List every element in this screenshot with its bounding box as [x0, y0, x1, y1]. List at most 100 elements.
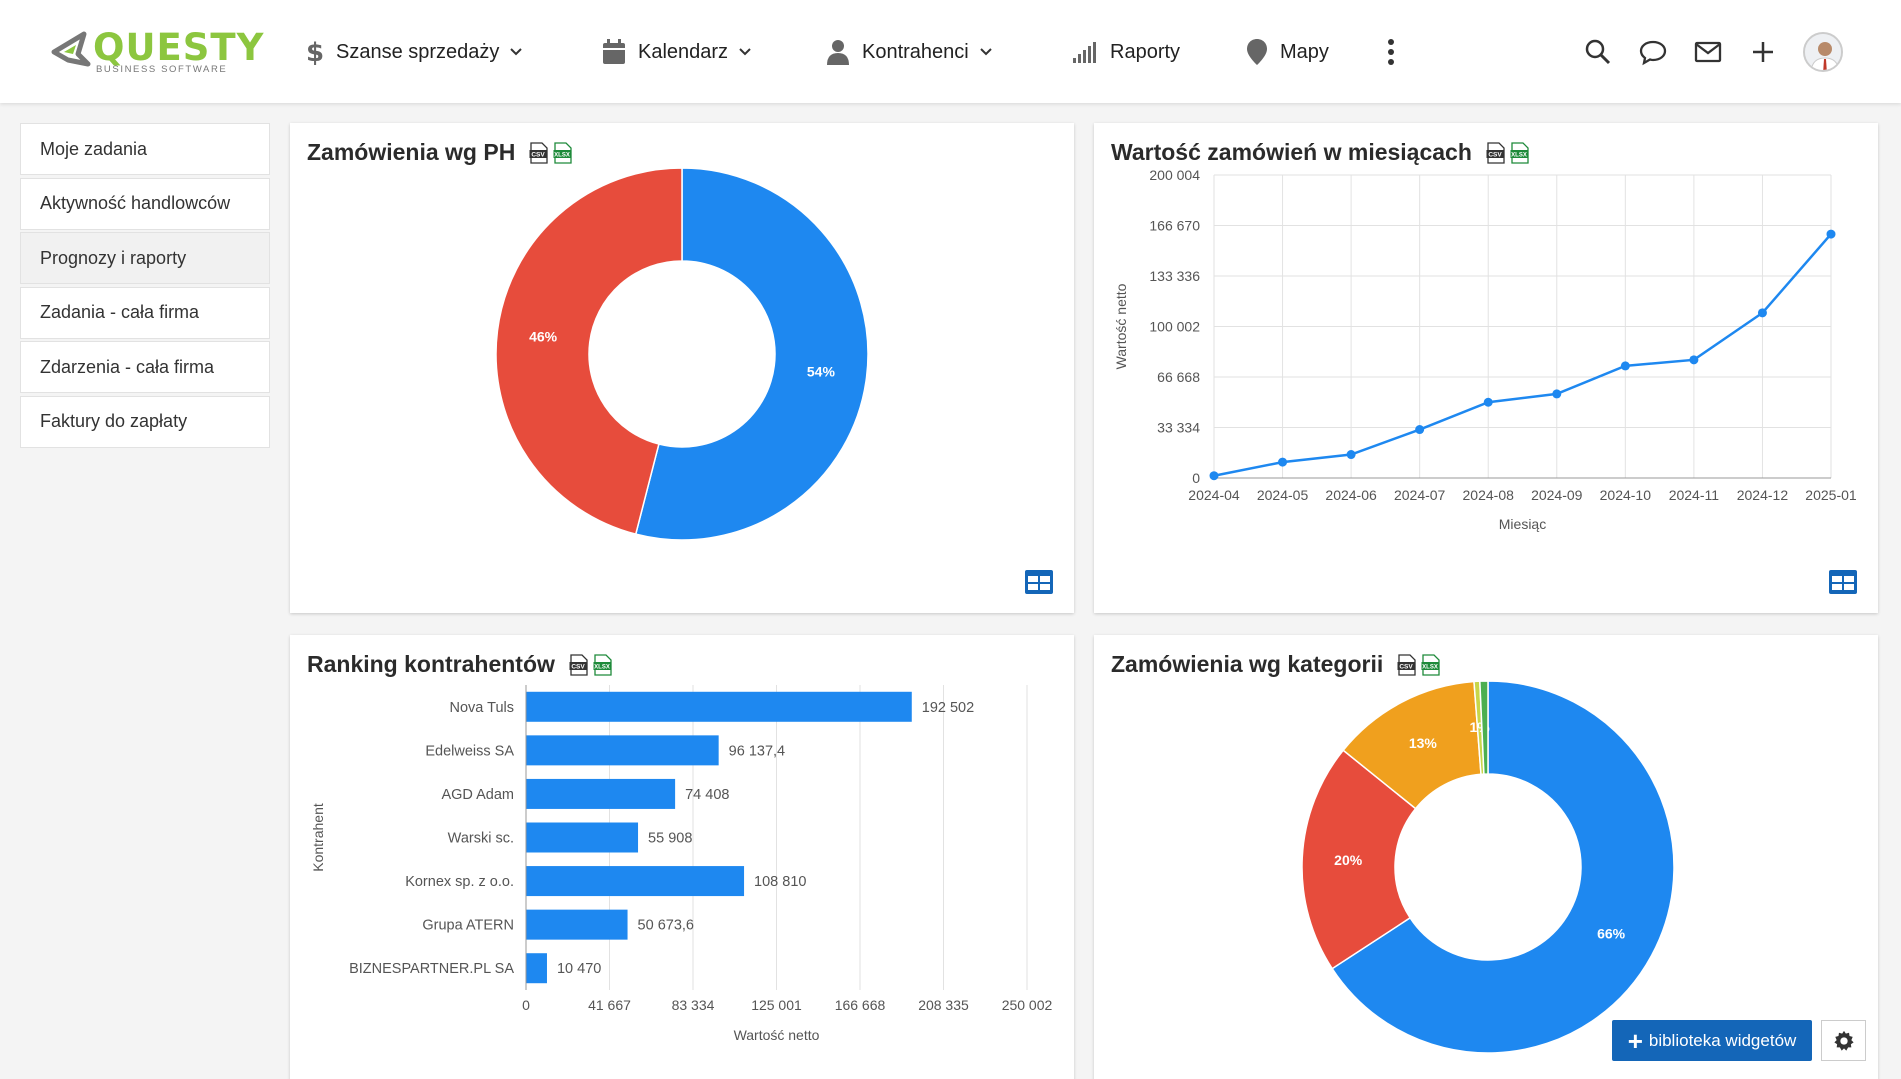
x-tick-label: 208 335: [918, 997, 969, 1013]
sidebar-item-zdarzenia-cala-firma[interactable]: Zdarzenia - cała firma: [20, 341, 270, 393]
y-tick-label: AGD Adam: [441, 787, 514, 803]
widget-zamowienia-wg-ph: Zamówienia wg PH CSV XLSX 54% 46%: [290, 123, 1074, 613]
widget-title: Ranking kontrahentów: [307, 651, 555, 677]
search-icon[interactable]: [1584, 38, 1612, 66]
xlsx-export-icon[interactable]: XLSX: [553, 141, 573, 164]
pie-slice: [1301, 749, 1417, 970]
svg-text:CSV: CSV: [1488, 151, 1502, 158]
pie-slice: [634, 167, 869, 541]
y-tick-label: 200 004: [1149, 167, 1200, 183]
sidebar-item-label: Prognozy i raporty: [40, 247, 187, 268]
nav-raporty[interactable]: Raporty: [1072, 34, 1180, 70]
widget-title-row: Zamówienia wg kategorii CSV XLSX: [1111, 651, 1441, 678]
bar-value-label: 50 673,6: [638, 918, 694, 934]
widget-title-row: Ranking kontrahentów CSV XLSX: [307, 651, 613, 678]
widget-library-button[interactable]: + biblioteka widgetów: [1612, 1020, 1812, 1061]
csv-export-icon[interactable]: CSV: [529, 141, 549, 164]
data-point: [1278, 457, 1288, 467]
data-point: [1346, 450, 1356, 460]
table-view-icon[interactable]: [1025, 570, 1053, 594]
bar-value-label: 108 810: [754, 874, 806, 890]
csv-export-icon[interactable]: CSV: [1486, 141, 1506, 164]
bar: [526, 953, 547, 984]
nav-kalendarz[interactable]: Kalendarz: [602, 34, 752, 70]
csv-export-icon[interactable]: CSV: [569, 653, 589, 676]
sidebar-item-label: Faktury do zapłaty: [40, 411, 188, 431]
pie-slice: [1479, 680, 1489, 775]
user-photo-icon: [1805, 34, 1841, 70]
y-axis-label: Kontrahent: [310, 803, 326, 872]
person-icon: [827, 40, 849, 65]
sidebar-item-moje-zadania[interactable]: Moje zadania: [20, 123, 270, 175]
ranking-bar-chart: 0 41 667 83 334 125 001 166 668 208 335 250 00…: [310, 685, 1053, 1043]
svg-text:XLSX: XLSX: [1422, 664, 1438, 670]
bar: [526, 866, 745, 897]
y-tick-label: 166 670: [1149, 218, 1200, 234]
x-tick-label: 2024-04: [1188, 487, 1240, 503]
csv-export-icon[interactable]: CSV: [1397, 653, 1417, 676]
widget-library-label: biblioteka widgetów: [1648, 1030, 1797, 1050]
chevron-down-icon: [510, 48, 523, 56]
widget-title-row: Zamówienia wg PH CSV XLSX: [307, 139, 573, 166]
x-tick-label: 250 002: [1002, 997, 1053, 1013]
sidebar-item-label: Moje zadania: [40, 138, 148, 159]
sidebar-item-faktury-do-zaplaty[interactable]: Faktury do zapłaty: [20, 395, 270, 448]
x-tick-label: 83 334: [672, 997, 715, 1013]
chevron-down-icon: [980, 48, 992, 56]
xlsx-export-icon[interactable]: XLSX: [1510, 141, 1530, 164]
nav-label: Kalendarz: [638, 40, 729, 63]
x-tick-label: 41 667: [588, 997, 631, 1013]
svg-text:CSV: CSV: [571, 663, 585, 670]
plus-icon[interactable]: [1749, 38, 1777, 66]
mail-icon[interactable]: [1694, 38, 1722, 66]
sidebar: Moje zadania Aktywność handlowców Progno…: [20, 123, 270, 450]
settings-button[interactable]: [1821, 1020, 1866, 1061]
x-tick-label: 0: [522, 997, 530, 1013]
monthly-line-chart: 0 33 334 66 668 100 002 133 336 166 670 200 00…: [1113, 167, 1857, 532]
nav-mapy[interactable]: Mapy: [1246, 34, 1329, 70]
y-tick-label: Nova Tuls: [450, 700, 514, 716]
sidebar-item-aktywnosc-handlowcow[interactable]: Aktywność handlowców: [20, 177, 270, 230]
nav-kontrahenci[interactable]: Kontrahenci: [826, 34, 993, 70]
x-tick-label: 2024-12: [1737, 487, 1789, 503]
x-tick-label: 166 668: [835, 997, 886, 1013]
widget-title-row: Wartość zamówień w miesiącach CSV XLSX: [1111, 139, 1530, 166]
xlsx-export-icon[interactable]: XLSX: [1421, 653, 1441, 676]
nav-label: Mapy: [1280, 40, 1329, 63]
x-tick-label: 2024-09: [1531, 487, 1583, 503]
sidebar-item-label: Zadania - cała firma: [40, 302, 200, 322]
questy-logo[interactable]: QUESTY BUSINESS SOFTWARE: [48, 28, 263, 76]
widget-ranking-kontrahentow: Ranking kontrahentów CSV XLSX 0 41 667 83 …: [290, 635, 1074, 1079]
nav-szanse-sprzedazy[interactable]: $ Szanse sprzedaży: [306, 34, 523, 70]
y-tick-label: 33 334: [1157, 420, 1200, 436]
pie-slice: [1331, 680, 1675, 1054]
y-tick-label: 133 336: [1149, 268, 1200, 284]
y-tick-label: Edelweiss SA: [425, 743, 514, 759]
x-axis-label: Wartość netto: [734, 1027, 820, 1043]
pie-slice: [495, 167, 683, 536]
data-point: [1415, 425, 1425, 435]
data-point: [1757, 308, 1767, 318]
data-point: [1689, 355, 1699, 365]
bar: [526, 822, 639, 853]
sidebar-item-prognozy-i-raporty[interactable]: Prognozy i raporty: [20, 232, 270, 284]
more-vertical-icon[interactable]: [1386, 38, 1396, 66]
widget-title: Zamówienia wg kategorii: [1111, 651, 1384, 677]
widget-zamowienia-wg-kategorii: Zamówienia wg kategorii CSV XLSX 66% 20% 1…: [1094, 635, 1878, 1079]
chat-icon[interactable]: [1639, 38, 1667, 66]
y-tick-label: Warski sc.: [448, 831, 514, 847]
bar-value-label: 55 908: [648, 831, 692, 847]
x-tick-label: 2024-06: [1325, 487, 1377, 503]
bar-value-label: 96 137,4: [729, 743, 785, 759]
avatar[interactable]: [1803, 32, 1843, 72]
data-point: [1826, 229, 1836, 239]
widget-wartosc-zamowien: Wartość zamówień w miesiącach CSV XLSX 0…: [1094, 123, 1878, 613]
svg-text:XLSX: XLSX: [1511, 152, 1527, 158]
bar-value-label: 192 502: [922, 700, 974, 716]
sidebar-item-zadania-cala-firma[interactable]: Zadania - cała firma: [20, 286, 270, 339]
x-tick-label: 2024-05: [1257, 487, 1309, 503]
x-tick-label: 2024-10: [1600, 487, 1652, 503]
xlsx-export-icon[interactable]: XLSX: [593, 653, 613, 676]
table-view-icon[interactable]: [1829, 570, 1857, 594]
sidebar-item-label: Aktywność handlowców: [40, 193, 231, 213]
